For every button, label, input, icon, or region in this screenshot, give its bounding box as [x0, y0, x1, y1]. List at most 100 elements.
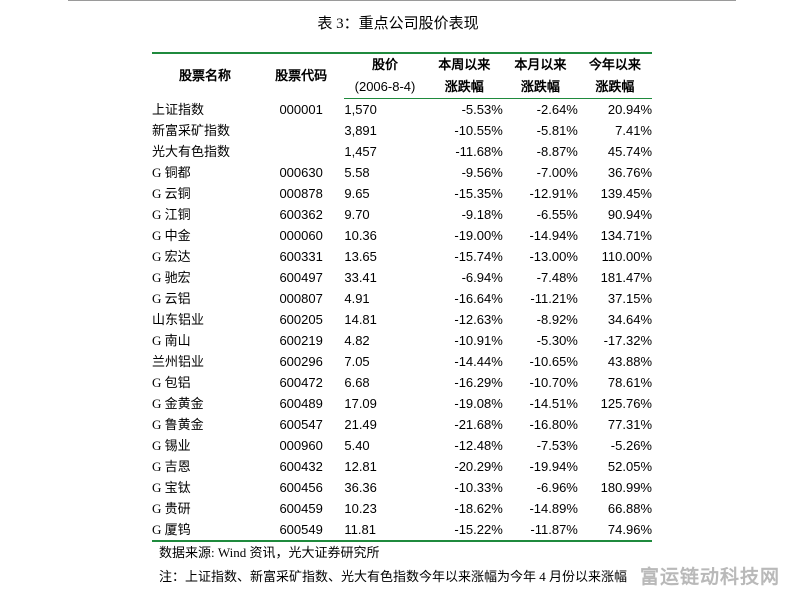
cell-year-change: 110.00% — [601, 249, 652, 264]
cell-price: 1,570 — [344, 102, 377, 117]
table-row: G 驰宏 600497 33.41 -6.94% -7.48% 181.47% — [152, 267, 652, 288]
cell-price: 14.81 — [344, 312, 377, 327]
header-week-change: 本周以来 — [425, 52, 503, 76]
cell-week-change: -14.44% — [454, 354, 503, 369]
cell-price: 9.70 — [344, 207, 370, 222]
cell-year-change: -5.26% — [610, 438, 652, 453]
header-price: 股价 — [344, 52, 426, 76]
cell-stock-code: 600549 — [257, 519, 345, 542]
table-row: 新富采矿指数 3,891 -10.55% -5.81% 7.41% — [152, 120, 652, 141]
cell-week-change: -6.94% — [461, 270, 503, 285]
cell-price: 9.65 — [344, 186, 370, 201]
cell-year-change: 34.64% — [607, 312, 652, 327]
table-row: G 云铝 000807 4.91 -16.64% -11.21% 37.15% — [152, 288, 652, 309]
cell-stock-name: G 吉恩 — [152, 459, 191, 474]
header-stock-name: 股票名称 — [152, 52, 258, 99]
cell-month-change: -10.70% — [529, 375, 578, 390]
table-header-row: 股票名称 股票代码 股价 本周以来 本月以来 今年以来 — [152, 52, 652, 99]
cell-price: 3,891 — [344, 123, 377, 138]
cell-stock-code: 600456 — [279, 480, 323, 495]
cell-month-change: -14.89% — [529, 501, 578, 516]
cell-price: 6.68 — [344, 375, 370, 390]
cell-year-change: 43.88% — [607, 354, 652, 369]
cell-stock-code: 000960 — [279, 438, 323, 453]
table-row: G 厦钨 600549 11.81 -15.22% -11.87% 74.96% — [152, 519, 652, 542]
cell-stock-name: G 南山 — [152, 333, 191, 348]
cell-year-change: 90.94% — [607, 207, 652, 222]
cell-week-change: -15.35% — [454, 186, 503, 201]
cell-price: 11.81 — [344, 519, 426, 542]
cell-week-change: -18.62% — [454, 501, 503, 516]
cell-month-change: -6.96% — [536, 480, 578, 495]
cell-price: 5.58 — [344, 165, 370, 180]
cell-stock-name: G 铜都 — [152, 165, 191, 180]
cell-month-change: -5.81% — [536, 123, 578, 138]
cell-stock-code: 600547 — [279, 417, 323, 432]
cell-week-change: -19.08% — [454, 396, 503, 411]
cell-stock-name: G 云铝 — [152, 291, 191, 306]
watermark-logo: 富运链动科技网 — [639, 566, 780, 588]
cell-price: 10.36 — [344, 228, 377, 243]
cell-price: 4.91 — [344, 291, 370, 306]
cell-stock-code: 600205 — [279, 312, 323, 327]
cell-stock-name: G 贵研 — [152, 501, 191, 516]
cell-stock-code: 600362 — [279, 207, 323, 222]
cell-stock-name: 山东铝业 — [152, 312, 205, 327]
table-row: G 铜都 000630 5.58 -9.56% -7.00% 36.76% — [152, 162, 652, 183]
table-row: 山东铝业 600205 14.81 -12.63% -8.92% 34.64% — [152, 309, 652, 330]
cell-year-change: 139.45% — [600, 186, 652, 201]
cell-price: 5.40 — [344, 438, 370, 453]
header-month-change-sub: 涨跌幅 — [502, 76, 578, 99]
cell-stock-name: 新富采矿指数 — [152, 123, 231, 138]
table-row: G 贵研 600459 10.23 -18.62% -14.89% 66.88% — [152, 498, 652, 519]
cell-week-change: -10.91% — [454, 333, 503, 348]
cell-stock-name: G 宏达 — [152, 249, 191, 264]
header-price-date: (2006-8-4) — [344, 76, 426, 99]
table-header-row-2: (2006-8-4) 涨跌幅 涨跌幅 涨跌幅 — [152, 76, 652, 99]
table-row: G 中金 000060 10.36 -19.00% -14.94% 134.71% — [152, 225, 652, 246]
table-row: G 宝钛 600456 36.36 -10.33% -6.96% 180.99% — [152, 477, 652, 498]
cell-month-change: -5.30% — [536, 333, 578, 348]
page-top-rule — [68, 0, 736, 1]
cell-week-change: -10.55% — [454, 123, 503, 138]
cell-month-change: -13.00% — [529, 249, 578, 264]
cell-stock-code: 600219 — [279, 333, 323, 348]
cell-stock-name: 兰州铝业 — [152, 354, 205, 369]
cell-stock-name: G 云铜 — [152, 186, 191, 201]
cell-stock-code: 000060 — [279, 228, 323, 243]
cell-year-change: 77.31% — [607, 417, 652, 432]
cell-week-change: -20.29% — [454, 459, 503, 474]
header-month-change: 本月以来 — [502, 52, 578, 76]
table-row: G 南山 600219 4.82 -10.91% -5.30% -17.32% — [152, 330, 652, 351]
cell-year-change: 20.94% — [607, 102, 652, 117]
cell-stock-code: 000001 — [279, 101, 323, 117]
cell-week-change: -16.64% — [454, 291, 503, 306]
stock-performance-table: 股票名称 股票代码 股价 本周以来 本月以来 今年以来 (2006-8-4) 涨… — [152, 52, 652, 542]
cell-stock-code: 600459 — [279, 501, 323, 516]
table-row: G 鲁黄金 600547 21.49 -21.68% -16.80% 77.31% — [152, 414, 652, 435]
cell-stock-code: 000807 — [279, 291, 323, 306]
cell-price: 10.23 — [344, 501, 377, 516]
table-row: 光大有色指数 1,457 -11.68% -8.87% 45.74% — [152, 141, 652, 162]
cell-year-change: 45.74% — [607, 144, 652, 159]
cell-price: 33.41 — [344, 270, 377, 285]
table-row: 兰州铝业 600296 7.05 -14.44% -10.65% 43.88% — [152, 351, 652, 372]
cell-year-change: 7.41% — [615, 123, 652, 138]
cell-stock-code: 600296 — [279, 354, 323, 369]
cell-stock-code: 600489 — [279, 396, 323, 411]
table-row: 上证指数 000001 1,570 -5.53% -2.64% 20.94% — [152, 99, 652, 121]
cell-year-change: 180.99% — [600, 480, 652, 495]
cell-stock-name: G 金黄金 — [152, 396, 204, 411]
cell-month-change: -8.92% — [536, 312, 578, 327]
cell-stock-name: 上证指数 — [152, 101, 205, 117]
cell-month-change: -10.65% — [529, 354, 578, 369]
cell-month-change: -14.51% — [529, 396, 578, 411]
cell-month-change: -11.21% — [530, 291, 578, 306]
cell-month-change: -7.00% — [536, 165, 578, 180]
cell-stock-name: G 宝钛 — [152, 480, 191, 495]
cell-month-change: -7.53% — [536, 438, 578, 453]
table-row: G 锡业 000960 5.40 -12.48% -7.53% -5.26% — [152, 435, 652, 456]
cell-stock-name: G 驰宏 — [152, 270, 191, 285]
cell-stock-name: G 中金 — [152, 228, 191, 243]
table-row: G 江铜 600362 9.70 -9.18% -6.55% 90.94% — [152, 204, 652, 225]
